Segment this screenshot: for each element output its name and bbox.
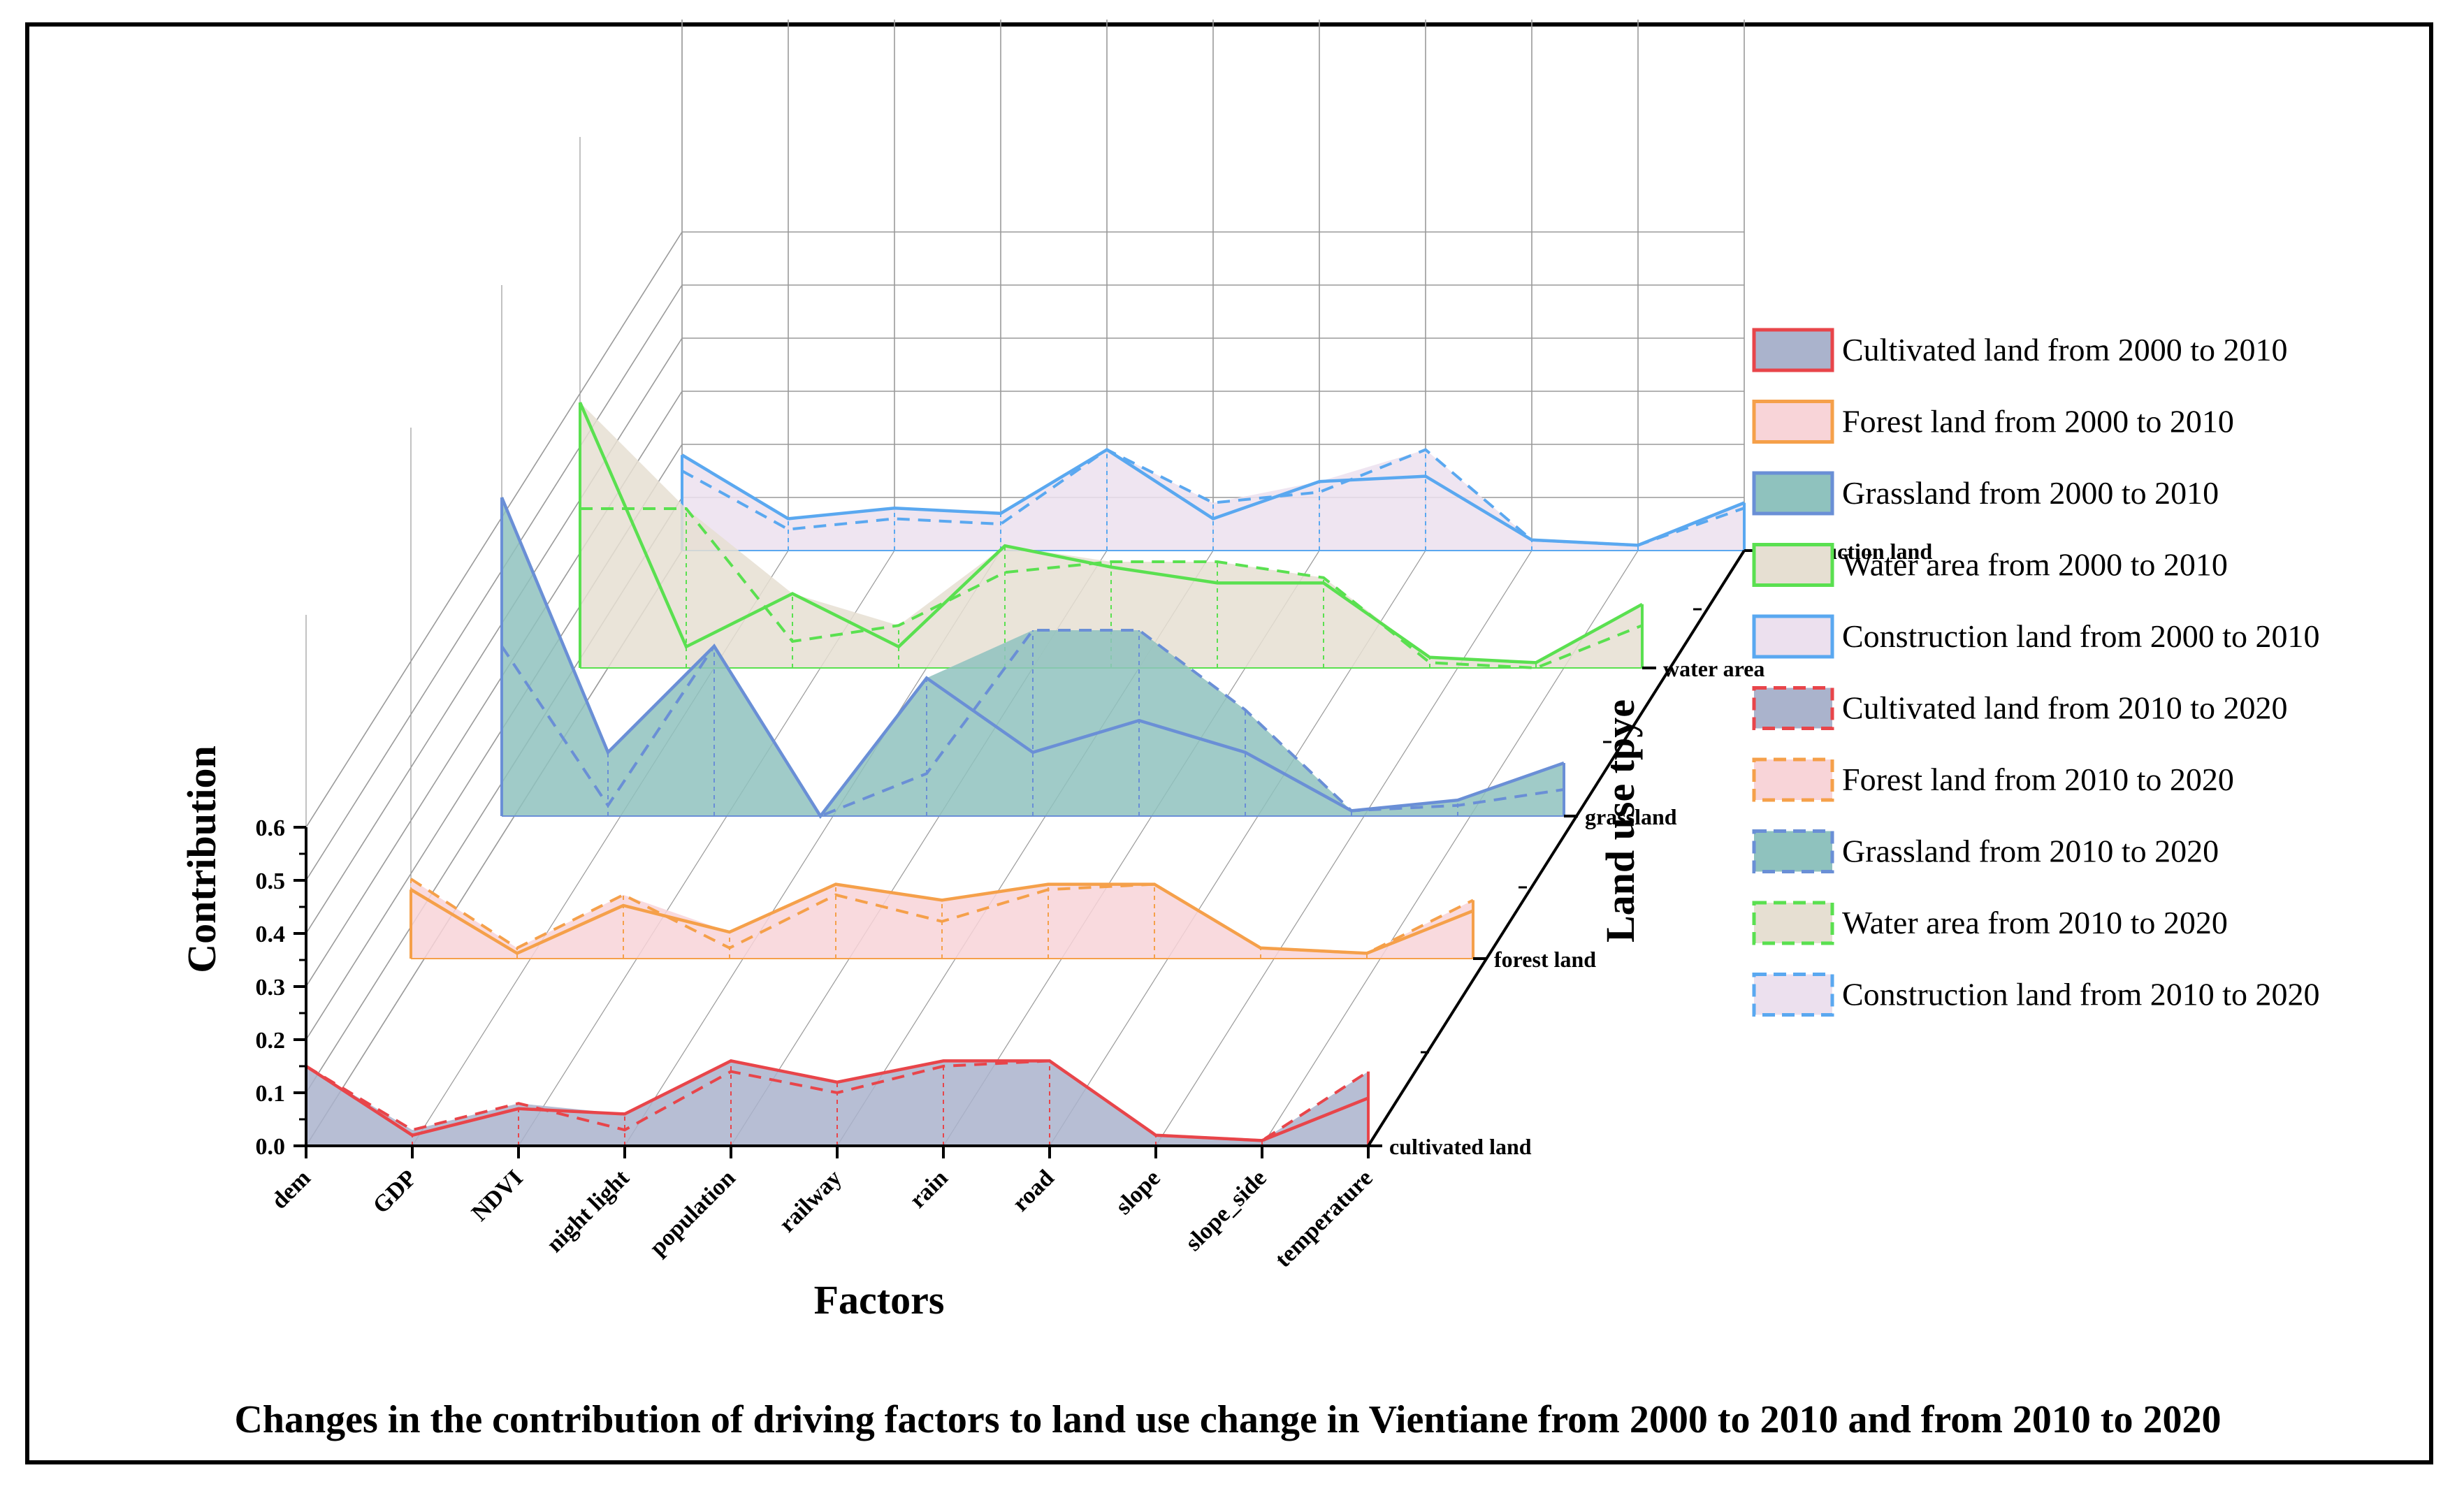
- x-tick-label: slope: [1110, 1165, 1165, 1219]
- series-group-forest-land: [410, 878, 1474, 959]
- legend-label: Grassland from 2000 to 2010: [1842, 475, 2219, 511]
- y-tick-label: 0.4: [256, 922, 286, 947]
- depth-tick-label: cultivated land: [1389, 1134, 1532, 1159]
- legend-label: Cultivated land from 2010 to 2020: [1842, 690, 2288, 726]
- legend-item: Water area from 2010 to 2020: [1752, 901, 2228, 945]
- series-group-construction-land: [681, 447, 1746, 551]
- x-tick-label: population: [645, 1165, 741, 1260]
- depth-axis-title: Land use tpye: [1597, 699, 1643, 943]
- legend-item: Forest land from 2000 to 2010: [1752, 400, 2234, 444]
- legend-swatch: [1752, 829, 1834, 873]
- series-line-2000-2010: [681, 447, 1745, 547]
- x-tick-label: railway: [774, 1165, 847, 1237]
- depth-axis-line: [1367, 549, 1746, 1147]
- legend-item: Forest land from 2010 to 2020: [1752, 757, 2234, 802]
- series-group-grassland: [500, 497, 1565, 819]
- x-tick-label: dem: [266, 1165, 315, 1214]
- legend-item: Grassland from 2010 to 2020: [1752, 829, 2219, 873]
- x-tick-label: rain: [905, 1165, 953, 1213]
- legend-item: Construction land from 2010 to 2020: [1752, 973, 2320, 1017]
- series-line-2000-2010: [305, 1059, 1369, 1142]
- depth-tick-label: grassland: [1585, 804, 1677, 829]
- legend-label: Construction land from 2010 to 2020: [1842, 977, 2320, 1012]
- area-fill: [682, 449, 1744, 551]
- series-line-2010-2020: [580, 507, 1643, 670]
- legend-swatch: [1752, 973, 1834, 1017]
- gridline: [305, 284, 683, 881]
- legend-swatch: [1752, 901, 1834, 945]
- legend-item: Construction land from 2000 to 2010: [1752, 614, 2320, 659]
- x-tick-label: road: [1008, 1165, 1059, 1216]
- gridline: [1155, 550, 1532, 1147]
- legend-item: Cultivated land from 2010 to 2020: [1752, 686, 2288, 730]
- legend-item: Grassland from 2000 to 2010: [1752, 471, 2219, 516]
- x-tick-label: slope_side: [1180, 1165, 1271, 1256]
- legend-item: Cultivated land from 2000 to 2010: [1752, 328, 2288, 372]
- y-tick-label: 0.1: [256, 1081, 286, 1107]
- grid-layer: [305, 20, 1745, 1147]
- depth-tick-label: forest land: [1494, 947, 1596, 972]
- x-tick-label: NDVI: [467, 1165, 528, 1226]
- y-tick-label: 0.3: [256, 975, 286, 1001]
- x-axis-title: Factors: [814, 1277, 945, 1323]
- legend-label: Construction land from 2000 to 2010: [1842, 618, 2320, 654]
- series-line-2000-2010: [500, 497, 1565, 819]
- y-tick-label: 0.6: [256, 815, 286, 841]
- legend-label: Forest land from 2000 to 2010: [1842, 404, 2234, 439]
- legend-label: Cultivated land from 2000 to 2010: [1842, 332, 2288, 368]
- legend-label: Forest land from 2010 to 2020: [1842, 762, 2234, 797]
- legend-label: Water area from 2000 to 2010: [1842, 547, 2228, 583]
- y-tick-label: 0.5: [256, 868, 286, 894]
- depth-tick-label: water area: [1663, 656, 1764, 681]
- series-layer: [305, 402, 1746, 1147]
- series-line-2010-2020: [681, 448, 1745, 547]
- legend-swatch: [1752, 471, 1834, 516]
- y-tick-label: 0.2: [256, 1028, 286, 1054]
- legend-swatch: [1752, 328, 1834, 372]
- series-line-2000-2010: [578, 402, 1644, 664]
- legend-swatch: [1752, 757, 1834, 802]
- y-tick-label: 0.0: [256, 1134, 286, 1160]
- x-tick-label: temperature: [1270, 1165, 1378, 1272]
- series-line-2010-2020: [500, 629, 1565, 818]
- legend-swatch: [1752, 400, 1834, 444]
- gridline: [305, 337, 683, 934]
- legend-swatch: [1752, 686, 1834, 730]
- legend: Cultivated land from 2000 to 2010 Forest …: [1752, 328, 2320, 1017]
- gridline: [305, 231, 683, 828]
- series-line-2000-2010: [410, 882, 1474, 955]
- legend-swatch: [1752, 614, 1834, 659]
- x-tick-label: GDP: [368, 1165, 422, 1219]
- y-axis-title: Contribution: [179, 746, 224, 973]
- legend-item: Water area from 2000 to 2010: [1752, 543, 2228, 587]
- area-fill: [411, 879, 1473, 959]
- legend-label: Grassland from 2010 to 2020: [1842, 834, 2219, 869]
- series-group-cultivated-land: [305, 1059, 1370, 1147]
- x-tick-label: night light: [542, 1165, 635, 1258]
- legend-label: Water area from 2010 to 2020: [1842, 905, 2228, 940]
- legend-swatch: [1752, 543, 1834, 587]
- figure-caption: Changes in the contribution of driving f…: [234, 1398, 2221, 1441]
